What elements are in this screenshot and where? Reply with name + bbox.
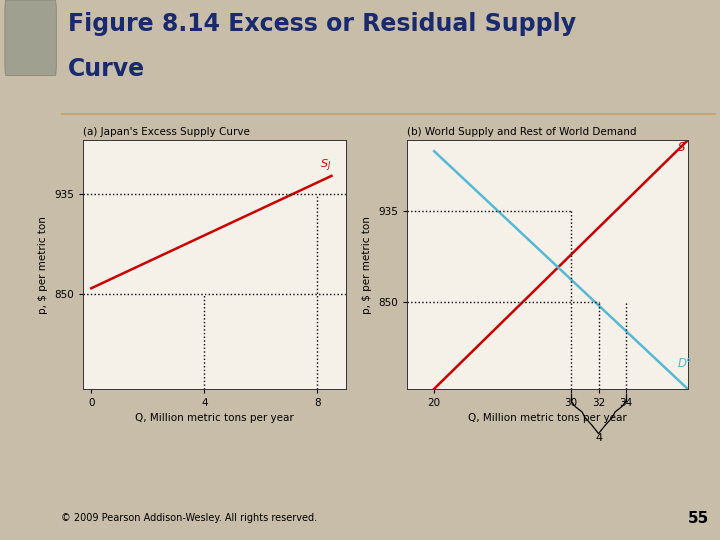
Text: (a) Japan's Excess Supply Curve: (a) Japan's Excess Supply Curve <box>83 127 250 137</box>
Y-axis label: p, $ per metric ton: p, $ per metric ton <box>38 215 48 314</box>
Text: (b) World Supply and Rest of World Demand: (b) World Supply and Rest of World Deman… <box>407 127 636 137</box>
Text: $S_J$: $S_J$ <box>320 157 331 173</box>
Text: D°: D° <box>678 357 693 370</box>
Text: © 2009 Pearson Addison-Wesley. All rights reserved.: © 2009 Pearson Addison-Wesley. All right… <box>61 514 318 523</box>
Text: 4: 4 <box>595 433 602 443</box>
X-axis label: Q, Million metric tons per year: Q, Million metric tons per year <box>468 414 626 423</box>
Text: S: S <box>678 141 685 154</box>
Text: 55: 55 <box>688 511 709 526</box>
Text: Curve: Curve <box>68 57 145 81</box>
X-axis label: Q, Million metric tons per year: Q, Million metric tons per year <box>135 414 294 423</box>
Text: Figure 8.14 Excess or Residual Supply: Figure 8.14 Excess or Residual Supply <box>68 12 576 36</box>
Y-axis label: p, $ per metric ton: p, $ per metric ton <box>362 215 372 314</box>
FancyBboxPatch shape <box>5 0 56 76</box>
